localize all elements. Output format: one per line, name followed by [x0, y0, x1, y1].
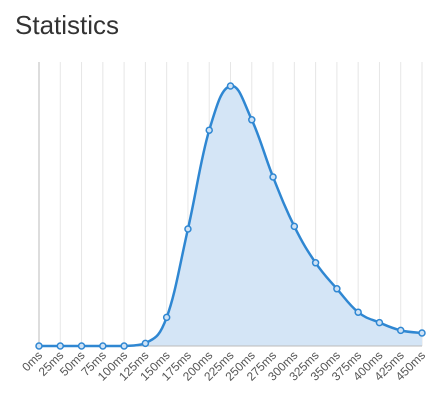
data-point-100ms [120, 342, 128, 350]
x-tick-labels: 0ms25ms50ms75ms100ms125ms150ms175ms200ms… [19, 348, 428, 383]
data-point-0ms [35, 342, 43, 350]
data-point-250ms [248, 116, 256, 124]
data-points [35, 82, 426, 350]
data-point-350ms [333, 285, 341, 293]
data-point-325ms [311, 259, 320, 267]
data-point-225ms [226, 82, 235, 90]
series-area-fill [39, 85, 422, 346]
data-point-125ms [141, 339, 150, 348]
chart-title: Statistics [15, 10, 120, 40]
data-point-25ms [56, 342, 65, 350]
data-point-400ms [375, 318, 384, 327]
data-point-425ms [396, 326, 405, 335]
data-point-175ms [184, 225, 192, 233]
data-point-275ms [269, 173, 277, 181]
data-point-200ms [205, 126, 213, 134]
data-point-300ms [290, 222, 299, 231]
data-point-50ms [77, 342, 86, 350]
data-point-450ms [418, 329, 426, 337]
data-point-375ms [354, 308, 362, 316]
data-point-150ms [162, 313, 171, 322]
data-point-75ms [99, 342, 107, 350]
